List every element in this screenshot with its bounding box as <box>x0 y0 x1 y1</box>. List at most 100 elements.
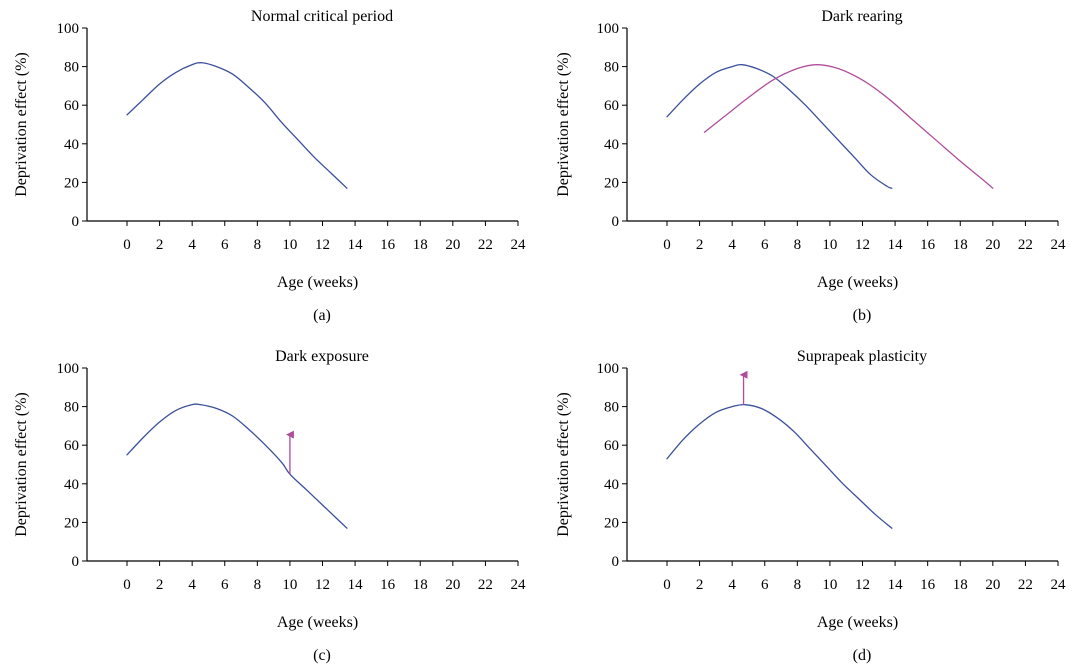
y-axis-title: Deprivation effect (%) <box>555 52 572 197</box>
x-tick-label: 10 <box>822 237 837 253</box>
y-tick-label: 100 <box>57 21 80 37</box>
series-line-1 <box>703 64 994 189</box>
y-tick-label: 20 <box>64 515 79 531</box>
x-tick-label: 22 <box>478 237 493 253</box>
y-tick-label: 80 <box>604 60 619 76</box>
y-tick-label: 40 <box>64 137 79 153</box>
x-axis-title: Age (weeks) <box>277 614 358 631</box>
series-line-0 <box>126 403 348 529</box>
y-tick-label: 100 <box>597 361 620 377</box>
series-line-0 <box>126 62 348 189</box>
x-axis-title: Age (weeks) <box>817 614 898 631</box>
y-tick-label: 20 <box>64 175 79 191</box>
y-tick-label: 60 <box>64 438 79 454</box>
y-tick-label: 60 <box>604 438 619 454</box>
x-tick-label: 18 <box>953 237 968 253</box>
x-tick-label: 22 <box>1018 237 1033 253</box>
x-tick-label: 24 <box>511 577 527 593</box>
x-axis-title: Age (weeks) <box>277 274 358 291</box>
chart-title: Normal critical period <box>251 8 393 25</box>
x-tick-label: 6 <box>761 237 769 253</box>
x-tick-label: 4 <box>728 237 736 253</box>
series-line-0 <box>666 403 893 529</box>
x-tick-label: 0 <box>123 577 131 593</box>
x-tick-label: 8 <box>254 577 262 593</box>
x-tick-label: 20 <box>445 577 460 593</box>
x-tick-label: 22 <box>1018 577 1033 593</box>
x-tick-label: 16 <box>920 577 936 593</box>
y-axis-title: Deprivation effect (%) <box>13 392 30 537</box>
panel-caption: (c) <box>313 647 331 664</box>
y-tick-label: 40 <box>604 137 619 153</box>
x-tick-label: 12 <box>855 577 870 593</box>
x-tick-label: 24 <box>1051 577 1067 593</box>
x-tick-label: 6 <box>221 237 229 253</box>
y-tick-label: 60 <box>64 98 79 114</box>
y-axis-title: Deprivation effect (%) <box>13 52 30 197</box>
x-tick-label: 0 <box>123 237 131 253</box>
x-tick-label: 20 <box>985 237 1000 253</box>
x-tick-label: 2 <box>156 577 164 593</box>
y-tick-label: 80 <box>64 400 79 416</box>
y-tick-label: 20 <box>604 515 619 531</box>
y-tick-label: 80 <box>604 400 619 416</box>
x-tick-label: 6 <box>221 577 229 593</box>
x-tick-label: 12 <box>315 237 330 253</box>
x-tick-label: 16 <box>920 237 936 253</box>
panel-caption: (d) <box>853 647 872 664</box>
y-tick-label: 100 <box>597 21 620 37</box>
x-tick-label: 10 <box>282 237 297 253</box>
chart-title: Suprapeak plasticity <box>797 348 927 365</box>
x-tick-label: 8 <box>794 577 802 593</box>
x-tick-label: 8 <box>254 237 262 253</box>
y-tick-label: 0 <box>612 214 620 230</box>
x-tick-label: 24 <box>511 237 527 253</box>
x-tick-label: 6 <box>761 577 769 593</box>
x-tick-label: 14 <box>348 577 364 593</box>
x-tick-label: 2 <box>696 577 704 593</box>
x-tick-label: 22 <box>478 577 493 593</box>
chart-title: Dark rearing <box>821 8 902 25</box>
y-tick-label: 0 <box>72 554 80 570</box>
chart-title: Dark exposure <box>275 348 369 365</box>
x-tick-label: 18 <box>953 577 968 593</box>
x-tick-label: 18 <box>413 237 428 253</box>
x-tick-label: 4 <box>188 237 196 253</box>
y-tick-label: 60 <box>604 98 619 114</box>
y-tick-label: 100 <box>57 361 80 377</box>
y-tick-label: 0 <box>72 214 80 230</box>
y-tick-label: 0 <box>612 554 620 570</box>
x-tick-label: 16 <box>380 237 396 253</box>
x-axis-title: Age (weeks) <box>817 274 898 291</box>
x-tick-label: 14 <box>888 237 904 253</box>
x-tick-label: 14 <box>348 237 364 253</box>
x-tick-label: 0 <box>663 237 671 253</box>
x-tick-label: 20 <box>985 577 1000 593</box>
x-tick-label: 18 <box>413 577 428 593</box>
y-axis-title: Deprivation effect (%) <box>555 392 572 537</box>
x-tick-label: 4 <box>728 577 736 593</box>
x-tick-label: 10 <box>282 577 297 593</box>
y-tick-label: 80 <box>64 60 79 76</box>
y-tick-label: 40 <box>64 477 79 493</box>
x-tick-label: 12 <box>855 237 870 253</box>
y-tick-label: 40 <box>604 477 619 493</box>
x-tick-label: 4 <box>188 577 196 593</box>
y-tick-label: 20 <box>604 175 619 191</box>
panel-caption: (a) <box>313 307 331 324</box>
x-tick-label: 8 <box>794 237 802 253</box>
x-tick-label: 24 <box>1051 237 1067 253</box>
x-tick-label: 14 <box>888 577 904 593</box>
x-tick-label: 10 <box>822 577 837 593</box>
series-line-0 <box>666 63 893 189</box>
x-tick-label: 2 <box>156 237 164 253</box>
x-tick-label: 20 <box>445 237 460 253</box>
x-tick-label: 2 <box>696 237 704 253</box>
x-tick-label: 12 <box>315 577 330 593</box>
x-tick-label: 16 <box>380 577 396 593</box>
